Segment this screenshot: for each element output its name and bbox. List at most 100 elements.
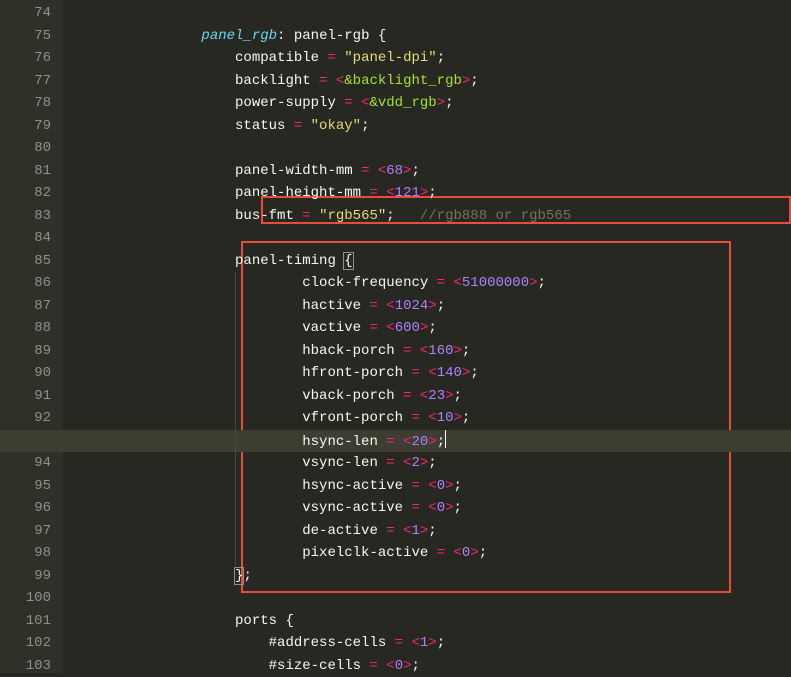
token-punct: ;: [428, 523, 436, 539]
code-line[interactable]: bus-fmt = "rgb565"; //rgb888 or rgb565: [63, 205, 791, 228]
token-num: 0: [395, 658, 403, 674]
code-editor[interactable]: 7475767778798081828384858687888990919293…: [0, 0, 791, 673]
token-punct: ;: [386, 208, 420, 224]
token-punct: ;: [412, 658, 420, 674]
token-punct: ;: [454, 478, 462, 494]
indent-guide: [235, 407, 236, 430]
line-number: 82: [0, 182, 51, 205]
code-line[interactable]: #size-cells = <0>;: [63, 655, 791, 677]
code-line[interactable]: hsync-active = <0>;: [63, 475, 791, 498]
token-op: <: [428, 478, 436, 494]
code-area[interactable]: panel_rgb: panel-rgb { compatible = "pan…: [63, 0, 791, 673]
line-number: 85: [0, 250, 51, 273]
code-line[interactable]: };: [63, 565, 791, 588]
token-op: <: [428, 500, 436, 516]
line-number: 86: [0, 272, 51, 295]
indent: [67, 478, 302, 494]
token-op: =: [302, 208, 310, 224]
line-number: 91: [0, 385, 51, 408]
indent: [67, 140, 235, 156]
token-op: <: [386, 298, 394, 314]
token-plain: [395, 434, 403, 450]
code-line[interactable]: compatible = "panel-dpi";: [63, 47, 791, 70]
code-line[interactable]: #address-cells = <1>;: [63, 632, 791, 655]
token-plain: vactive: [302, 320, 369, 336]
code-line[interactable]: ports {: [63, 610, 791, 633]
code-line[interactable]: [63, 137, 791, 160]
token-op: =: [327, 50, 335, 66]
code-line[interactable]: power-supply = <&vdd_rgb>;: [63, 92, 791, 115]
code-line[interactable]: panel-width-mm = <68>;: [63, 160, 791, 183]
code-line[interactable]: panel-timing {: [63, 250, 791, 273]
indent: [67, 230, 235, 246]
token-plain: [395, 523, 403, 539]
code-line[interactable]: hfront-porch = <140>;: [63, 362, 791, 385]
token-op: <: [428, 410, 436, 426]
token-op: <: [386, 658, 394, 674]
code-line[interactable]: panel-height-mm = <121>;: [63, 182, 791, 205]
line-number: 75: [0, 25, 51, 48]
token-op: >: [445, 388, 453, 404]
code-line[interactable]: vsync-active = <0>;: [63, 497, 791, 520]
indent-guide: [235, 542, 236, 565]
code-line[interactable]: hback-porch = <160>;: [63, 340, 791, 363]
code-line[interactable]: pixelclk-active = <0>;: [63, 542, 791, 565]
token-plain: panel-width-mm: [235, 163, 361, 179]
token-punct: ;: [428, 185, 436, 201]
token-plain: panel-timing: [235, 253, 344, 269]
token-punct: ;: [361, 118, 369, 134]
indent: [67, 118, 235, 134]
token-plain: [411, 343, 419, 359]
line-number: 83: [0, 205, 51, 228]
token-op: =: [369, 658, 377, 674]
indent-guide: [235, 475, 236, 498]
code-line[interactable]: vsync-len = <2>;: [63, 452, 791, 475]
token-op: =: [369, 320, 377, 336]
code-line[interactable]: [63, 587, 791, 610]
token-plain: hsync-active: [302, 478, 411, 494]
indent: [67, 455, 302, 471]
text-cursor: [445, 430, 446, 448]
token-op: >: [529, 275, 537, 291]
token-plain: [369, 163, 377, 179]
code-line[interactable]: clock-frequency = <51000000>;: [63, 272, 791, 295]
token-plain: [411, 388, 419, 404]
token-plain: [378, 185, 386, 201]
token-punct: ;: [454, 500, 462, 516]
code-line[interactable]: status = "okay";: [63, 115, 791, 138]
code-line[interactable]: hactive = <1024>;: [63, 295, 791, 318]
token-num: 68: [386, 163, 403, 179]
indent: [67, 208, 235, 224]
token-plain: vsync-active: [302, 500, 411, 516]
line-number: 97: [0, 520, 51, 543]
code-line[interactable]: backlight = <&backlight_rgb>;: [63, 70, 791, 93]
code-line[interactable]: [63, 2, 791, 25]
token-num: 140: [437, 365, 462, 381]
code-line[interactable]: vfront-porch = <10>;: [63, 407, 791, 430]
token-op: <: [336, 73, 344, 89]
token-punct: ;: [428, 455, 436, 471]
token-punct: ;: [479, 545, 487, 561]
code-line[interactable]: hsync-len = <20>;: [63, 430, 791, 453]
indent: [67, 253, 235, 269]
token-num: 0: [437, 500, 445, 516]
line-number: 80: [0, 137, 51, 160]
token-op: >: [454, 410, 462, 426]
code-line[interactable]: vback-porch = <23>;: [63, 385, 791, 408]
line-number: 88: [0, 317, 51, 340]
token-op: <: [453, 545, 461, 561]
code-line[interactable]: de-active = <1>;: [63, 520, 791, 543]
token-punct: ;: [243, 568, 251, 584]
indent: [67, 5, 201, 21]
code-line[interactable]: panel_rgb: panel-rgb {: [63, 25, 791, 48]
token-plain: hactive: [302, 298, 369, 314]
indent: [67, 298, 302, 314]
token-op: =: [369, 298, 377, 314]
token-op: <: [386, 185, 394, 201]
code-line[interactable]: vactive = <600>;: [63, 317, 791, 340]
token-num: 1: [411, 523, 419, 539]
indent: [67, 185, 235, 201]
indent: [67, 343, 302, 359]
token-op: >: [454, 343, 462, 359]
code-line[interactable]: [63, 227, 791, 250]
